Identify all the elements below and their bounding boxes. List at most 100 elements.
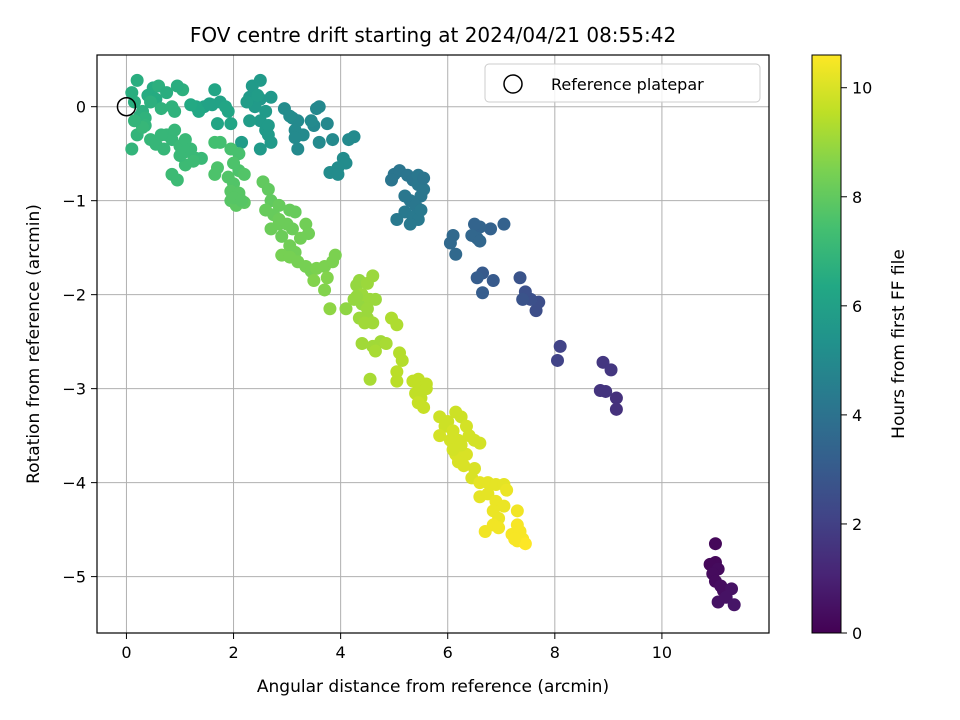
- scatter-point: [331, 167, 345, 181]
- scatter-point: [497, 499, 511, 513]
- scatter-point: [366, 269, 380, 283]
- scatter-point: [326, 133, 340, 147]
- scatter-point: [708, 537, 722, 551]
- scatter-point: [467, 217, 481, 231]
- scatter-point: [283, 109, 297, 123]
- colorbar: [811, 54, 842, 634]
- scatter-point: [173, 149, 187, 163]
- plot-frame: [96, 54, 770, 634]
- scatter-point: [251, 88, 265, 102]
- scatter-point: [398, 189, 412, 203]
- scatter-point: [154, 102, 168, 116]
- scatter-point: [170, 173, 184, 187]
- legend-box: [484, 63, 761, 103]
- scatter-point: [261, 182, 275, 196]
- scatter-point: [390, 374, 404, 388]
- scatter-point: [272, 198, 286, 212]
- colorbar-tick-label: 0: [852, 624, 862, 643]
- scatter-point: [342, 133, 356, 147]
- scatter-point: [320, 271, 334, 285]
- scatter-point: [449, 247, 463, 261]
- scatter-point: [403, 217, 417, 231]
- scatter-point: [170, 79, 184, 93]
- scatter-point: [264, 135, 278, 149]
- scatter-point: [288, 205, 302, 219]
- scatter-point: [130, 73, 144, 87]
- scatter-point: [446, 443, 460, 457]
- reference-layer: [116, 96, 137, 117]
- scatter-point: [318, 283, 332, 297]
- colorbar-tick-label: 8: [852, 188, 862, 207]
- scatter-point: [385, 173, 399, 187]
- legend-label-reference: Reference platepar: [551, 75, 704, 94]
- scatter-point: [433, 429, 447, 443]
- y-axis-ticks: 0 −1 −2 −3 −4 −5: [62, 98, 97, 587]
- scatter-point: [363, 372, 377, 386]
- scatter-point: [473, 234, 487, 248]
- scatter-point: [127, 114, 141, 128]
- scatter-point: [202, 97, 216, 111]
- scatter-point: [168, 104, 182, 118]
- scatter-point: [160, 86, 174, 100]
- scatter-point: [307, 274, 321, 288]
- scatter-point: [379, 337, 393, 351]
- scatter-point: [508, 532, 522, 546]
- scatter-point: [476, 286, 490, 300]
- scatter-point: [208, 83, 222, 97]
- colorbar-tick-label: 6: [852, 297, 862, 316]
- scatter-point: [320, 117, 334, 131]
- grid-lines: [97, 55, 769, 633]
- y-tick-label: −5: [62, 568, 86, 587]
- scatter-point: [599, 384, 613, 398]
- scatter-point: [473, 436, 487, 450]
- scatter-point: [210, 117, 224, 131]
- scatter-point: [390, 365, 404, 379]
- scatter-point: [390, 318, 404, 332]
- scatter-point: [443, 236, 457, 250]
- scatter-point: [208, 167, 222, 181]
- scatter-point: [168, 123, 182, 137]
- scatter-point: [395, 353, 409, 367]
- y-axis-label: Rotation from reference (arcmin): [24, 204, 44, 484]
- scatter-point: [285, 222, 299, 236]
- colorbar-tick-label: 2: [852, 515, 862, 534]
- scatter-point: [261, 118, 275, 132]
- scatter-point: [368, 292, 382, 306]
- scatter-point: [227, 156, 241, 170]
- y-tick-label: −4: [62, 474, 86, 493]
- scatter-point: [550, 353, 564, 367]
- colorbar-tick-label: 4: [852, 406, 862, 425]
- scatter-point: [157, 142, 171, 156]
- scatter-point: [304, 114, 318, 128]
- scatter-point: [390, 212, 404, 226]
- scatter-point: [419, 382, 433, 396]
- scatter-point: [310, 102, 324, 116]
- scatter-points: [125, 73, 741, 612]
- x-axis-label: Angular distance from reference (arcmin): [257, 677, 609, 697]
- scatter-point: [417, 171, 431, 185]
- scatter-point: [553, 339, 567, 353]
- scatter-point: [221, 104, 235, 118]
- scatter-point: [339, 302, 353, 316]
- colorbar-label: Hours from first FF file: [889, 249, 909, 439]
- legend: Reference platepar: [484, 63, 761, 103]
- y-tick-label: −3: [62, 380, 86, 399]
- scatter-point: [154, 128, 168, 142]
- scatter-point: [414, 203, 428, 217]
- scatter-point: [293, 231, 307, 245]
- scatter-point: [529, 304, 543, 318]
- scatter-point: [366, 316, 380, 330]
- x-tick-label: 2: [228, 643, 238, 662]
- scatter-point: [213, 135, 227, 149]
- reference-platepar-marker: [116, 96, 137, 117]
- scatter-point: [497, 217, 511, 231]
- x-tick-label: 4: [336, 643, 346, 662]
- scatter-point: [484, 222, 498, 236]
- scatter-point: [500, 483, 514, 497]
- scatter-point: [291, 142, 305, 156]
- x-tick-label: 8: [550, 643, 560, 662]
- x-tick-label: 10: [652, 643, 672, 662]
- y-tick-label: −1: [62, 192, 86, 211]
- y-tick-label: −2: [62, 286, 86, 305]
- scatter-point: [711, 595, 725, 609]
